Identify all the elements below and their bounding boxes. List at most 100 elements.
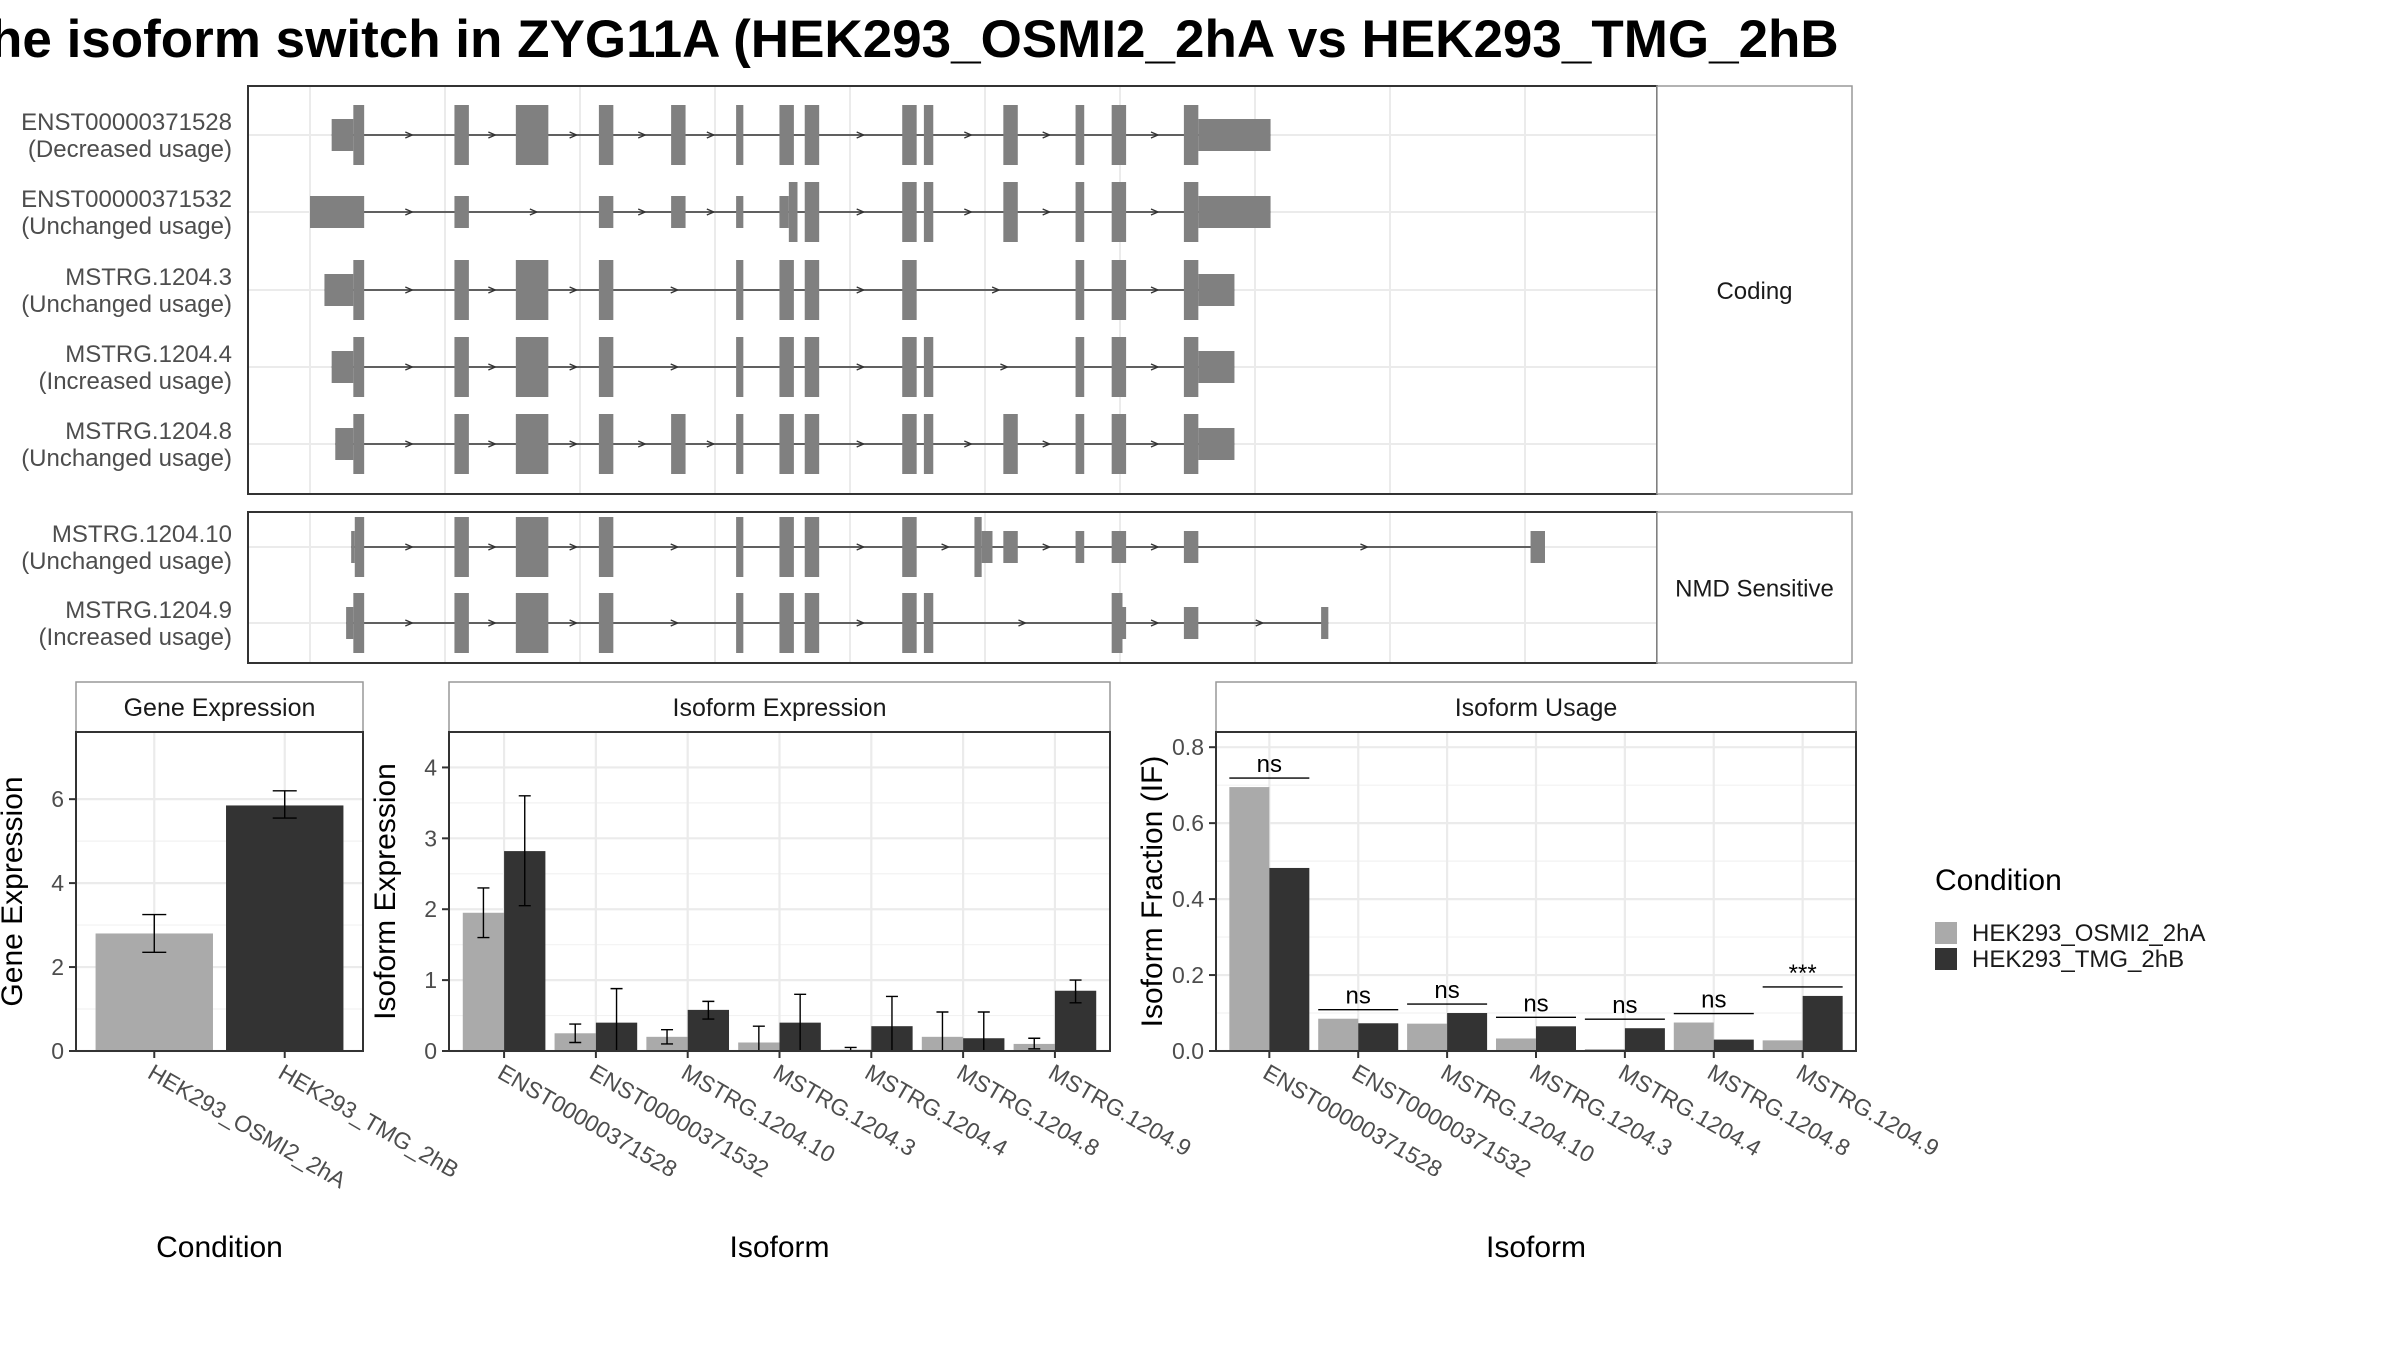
intron-arrow <box>637 131 647 139</box>
transcript-usage-label: (Decreased usage) <box>28 136 232 163</box>
utr-exon <box>1183 531 1199 563</box>
coding-exon <box>788 182 798 242</box>
coding-exon <box>1183 182 1199 242</box>
bar <box>1269 867 1310 1051</box>
intron-arrow <box>488 543 498 551</box>
coding-exon <box>902 260 917 320</box>
intron-arrow <box>670 363 680 371</box>
intron-arrow <box>856 619 866 627</box>
transcript-usage-label: (Unchanged usage) <box>21 213 232 240</box>
intron-arrow <box>1150 619 1160 627</box>
coding-exon <box>779 337 794 397</box>
bar-chart-panels: Gene Expression0246HEK293_OSMI2_2hAHEK29… <box>0 681 1944 1264</box>
coding-exon <box>902 105 917 165</box>
intron-arrow <box>529 208 539 216</box>
coding-exon <box>515 337 549 397</box>
coding-exon <box>902 517 917 577</box>
significance-label: ns <box>1346 983 1371 1010</box>
y-tick-label: 6 <box>51 786 64 812</box>
coding-exon <box>736 517 744 577</box>
intron-arrow <box>1018 619 1028 627</box>
coding-exon <box>1111 593 1123 653</box>
intron-arrow <box>1150 363 1160 371</box>
legend-swatch <box>1935 948 1957 970</box>
coding-exon <box>598 337 614 397</box>
coding-exon <box>804 337 820 397</box>
transcript-id-label: MSTRG.1204.8 <box>65 418 232 445</box>
coding-exon <box>353 260 365 320</box>
bar <box>1229 787 1270 1051</box>
intron-arrow <box>405 619 414 627</box>
utr-exon <box>454 196 469 228</box>
utr-exon <box>324 274 354 306</box>
intron-arrow <box>569 363 579 371</box>
significance-label: ns <box>1612 992 1637 1019</box>
coding-exon <box>1075 260 1085 320</box>
intron-arrow <box>670 286 680 294</box>
intron-arrow <box>706 208 716 216</box>
y-tick-label: 0.8 <box>1172 734 1204 760</box>
intron-arrow <box>964 440 973 448</box>
coding-exon <box>804 517 820 577</box>
coding-exon <box>1003 182 1018 242</box>
coding-exon <box>1183 414 1199 474</box>
coding-exon <box>353 414 365 474</box>
coding-exon <box>671 105 686 165</box>
intron-arrow <box>569 131 579 139</box>
x-axis-title: Isoform <box>1486 1231 1586 1264</box>
intron-arrow <box>569 543 579 551</box>
chart-strip <box>75 681 364 733</box>
intron-arrow <box>706 440 716 448</box>
coding-exon <box>598 105 614 165</box>
error-bar <box>477 887 490 939</box>
error-bar <box>518 795 531 907</box>
intron-arrow <box>941 543 951 551</box>
coding-exon <box>779 260 794 320</box>
intron-arrow <box>1042 208 1052 216</box>
coding-exon <box>515 593 549 653</box>
coding-exon <box>454 414 469 474</box>
utr-exon <box>310 196 365 228</box>
intron-arrow <box>1042 131 1052 139</box>
coding-exon <box>923 337 934 397</box>
y-tick-label: 2 <box>424 896 437 922</box>
bar <box>226 805 344 1051</box>
y-tick-label: 3 <box>424 825 437 851</box>
y-axis-title: Isoform Expression <box>369 763 402 1020</box>
significance-label: ns <box>1523 990 1548 1017</box>
y-tick-label: 2 <box>51 954 64 980</box>
coding-exon <box>515 414 549 474</box>
intron-arrow <box>1150 208 1160 216</box>
coding-exon <box>515 517 549 577</box>
intron-arrow <box>488 619 498 627</box>
intron-arrow <box>670 619 680 627</box>
coding-exon <box>923 105 934 165</box>
utr-exon <box>1198 119 1271 151</box>
y-tick-label: 0.2 <box>1172 962 1204 988</box>
transcript-MSTRG.1204.4: MSTRG.1204.4(Increased usage) <box>39 337 1235 397</box>
coding-exon <box>923 593 934 653</box>
transcript-ENST00000371528: ENST00000371528(Decreased usage) <box>21 105 1271 165</box>
coding-exon <box>1075 182 1085 242</box>
intron-arrow <box>569 286 579 294</box>
intron-arrow <box>405 440 414 448</box>
coding-exon <box>974 517 982 577</box>
x-axis-title: Isoform <box>729 1231 829 1264</box>
intron-arrow <box>1150 131 1160 139</box>
utr-exon <box>351 531 355 563</box>
legend-entry: HEK293_OSMI2_2hA <box>1972 920 2205 947</box>
coding-exon <box>598 593 614 653</box>
intron-arrow <box>637 208 647 216</box>
legend-title: Condition <box>1935 864 2062 897</box>
y-tick-label: 0.4 <box>1172 886 1204 912</box>
utr-exon <box>671 196 686 228</box>
intron-arrow <box>1150 286 1160 294</box>
bar <box>1358 1023 1399 1051</box>
transcript-id-label: MSTRG.1204.3 <box>65 264 232 291</box>
utr-exon <box>1198 428 1235 460</box>
plot-border <box>75 731 364 1052</box>
coding-exon <box>902 593 917 653</box>
bar <box>1624 1028 1665 1051</box>
error-bar <box>272 790 297 819</box>
transcript-usage-label: (Unchanged usage) <box>21 291 232 318</box>
